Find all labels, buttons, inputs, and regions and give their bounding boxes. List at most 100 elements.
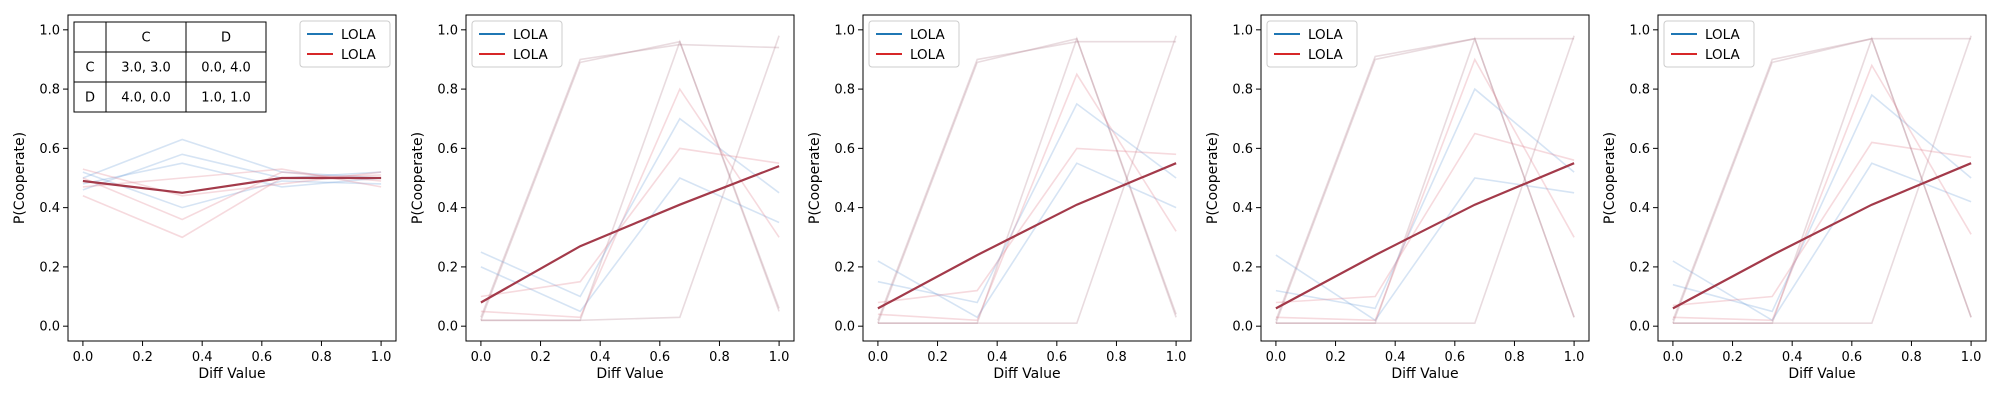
faint-run-line (1275, 36, 1575, 325)
plot-frame (1260, 14, 1590, 342)
faint-run-line (877, 37, 1177, 324)
y-tick-label: 0.8 (1629, 83, 1650, 98)
faint-run-line (1275, 132, 1575, 304)
y-tick-label: 0.4 (834, 201, 855, 216)
x-axis-label: Diff Value (198, 366, 265, 382)
legend-box (1266, 20, 1358, 68)
faint-run-line (1672, 36, 1972, 325)
legend-label: LOLA (1308, 27, 1343, 43)
y-axis-label: P(Cooperate) (410, 132, 426, 224)
plot-frame (1657, 14, 1987, 342)
x-tick-label: 1.0 (1564, 350, 1585, 365)
faint-run-line (82, 171, 382, 209)
mean-series-line (480, 165, 780, 304)
y-tick-label: 0.2 (39, 260, 60, 275)
y-tick-label: 0.4 (1629, 201, 1650, 216)
mean-series-line (82, 176, 382, 194)
faint-run-line (1672, 63, 1972, 322)
y-tick-label: 0.4 (1232, 201, 1253, 216)
faint-run-line (1672, 141, 1972, 307)
x-tick-label: 0.4 (590, 350, 611, 365)
faint-run-line (480, 177, 780, 313)
legend-label: LOLA (341, 27, 376, 43)
y-tick-label: 0.4 (39, 201, 60, 216)
mean-series-line (1275, 162, 1575, 310)
y-tick-label: 0.0 (39, 320, 60, 335)
faint-run-line (1275, 87, 1575, 310)
x-tick-label: 0.8 (311, 350, 332, 365)
faint-run-line (1672, 35, 1972, 325)
x-tick-label: 0.6 (649, 350, 670, 365)
plot-frame (67, 14, 397, 342)
x-tick-label: 0.8 (1901, 350, 1922, 365)
x-tick-label: 0.0 (1663, 350, 1684, 365)
faint-run-line (877, 72, 1177, 322)
y-tick-label: 0.2 (437, 260, 458, 275)
chart-panel-5: 0.0 0.2 0.4 0.6 0.8 1.0 0.0 0.2 0.4 0.6 0.8 1.0 Diff… (1602, 14, 1987, 382)
legend-label: LOLA (910, 47, 945, 63)
faint-run-line (82, 138, 382, 179)
faint-run-line (1672, 93, 1972, 313)
legend: LOLA LOLA (299, 20, 391, 68)
chart-panel-4: 0.0 0.2 0.4 0.6 0.8 1.0 0.0 0.2 0.4 0.6 0.8 1.0 Diff… (1205, 14, 1590, 382)
faint-run-line (1275, 35, 1575, 325)
y-axis-label: P(Cooperate) (12, 132, 28, 224)
faint-run-line (82, 162, 382, 188)
legend: LOLA LOLA (868, 20, 960, 68)
table-cell: 4.0, 0.0 (121, 91, 171, 106)
faint-run-line (480, 40, 780, 321)
x-tick-label: 0.2 (927, 350, 948, 365)
mean-series-line (1672, 162, 1972, 310)
x-tick-label: 0.0 (471, 350, 492, 365)
y-tick-label: 0.4 (437, 201, 458, 216)
x-tick-label: 0.2 (132, 350, 153, 365)
y-tick-label: 0.2 (834, 260, 855, 275)
x-tick-label: 0.0 (1266, 350, 1287, 365)
x-tick-label: 0.8 (1106, 350, 1127, 365)
x-tick-label: 0.8 (1504, 350, 1525, 365)
faint-run-line (82, 153, 382, 191)
y-tick-label: 0.8 (1232, 83, 1253, 98)
y-tick-label: 0.8 (437, 83, 458, 98)
table-cell: 1.0, 1.0 (201, 91, 251, 106)
y-tick-label: 0.6 (39, 142, 60, 157)
legend-label: LOLA (1705, 47, 1740, 63)
faint-run-line (480, 87, 780, 319)
faint-run-line (82, 174, 382, 239)
table-cell: 3.0, 3.0 (121, 61, 171, 76)
faint-run-line (877, 162, 1177, 319)
x-tick-label: 0.6 (1841, 350, 1862, 365)
table-cell: C (85, 61, 94, 76)
faint-run-line (1672, 37, 1972, 321)
legend-box (868, 20, 960, 68)
faint-run-line (480, 43, 780, 318)
x-tick-label: 0.2 (530, 350, 551, 365)
x-tick-label: 1.0 (1166, 350, 1187, 365)
y-tick-label: 0.8 (39, 83, 60, 98)
legend-label: LOLA (1308, 47, 1343, 63)
legend-label: LOLA (513, 47, 548, 63)
legend-label: LOLA (341, 47, 376, 63)
chart-panel-1: 0.0 0.2 0.4 0.6 0.8 1.0 0.0 0.2 0.4 0.6 0.8 1.0 Diff… (12, 14, 397, 382)
plot-frame (465, 14, 795, 342)
table-cell: C (141, 31, 150, 46)
y-tick-label: 1.0 (437, 23, 458, 38)
x-tick-label: 0.2 (1722, 350, 1743, 365)
x-tick-label: 0.0 (868, 350, 889, 365)
faint-run-line (480, 117, 780, 298)
legend: LOLA LOLA (471, 20, 563, 68)
y-tick-label: 0.0 (1232, 320, 1253, 335)
y-tick-label: 0.6 (1629, 142, 1650, 157)
y-tick-label: 1.0 (834, 23, 855, 38)
faint-run-line (877, 102, 1177, 304)
faint-run-line (480, 35, 780, 322)
payoff-table: C DC 3.0, 3.0 0.0, 4.0D 4.0, 0.0 1.0, 1.0 (73, 21, 267, 113)
legend-label: LOLA (910, 27, 945, 43)
y-tick-label: 0.6 (834, 142, 855, 157)
y-tick-label: 0.6 (1232, 142, 1253, 157)
legend-box (1663, 20, 1755, 68)
y-axis-label: P(Cooperate) (1205, 132, 1221, 224)
chart-panel-2: 0.0 0.2 0.4 0.6 0.8 1.0 0.0 0.2 0.4 0.6 0.8 1.0 Diff… (410, 14, 795, 382)
x-tick-label: 0.6 (251, 350, 272, 365)
faint-run-line (877, 40, 1177, 321)
